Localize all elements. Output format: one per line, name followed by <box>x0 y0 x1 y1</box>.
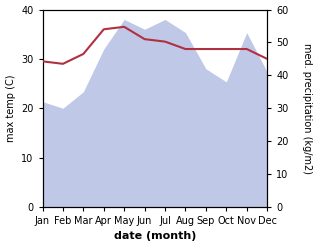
X-axis label: date (month): date (month) <box>114 231 196 242</box>
Y-axis label: max temp (C): max temp (C) <box>5 74 16 142</box>
Y-axis label: med. precipitation (kg/m2): med. precipitation (kg/m2) <box>302 43 313 174</box>
